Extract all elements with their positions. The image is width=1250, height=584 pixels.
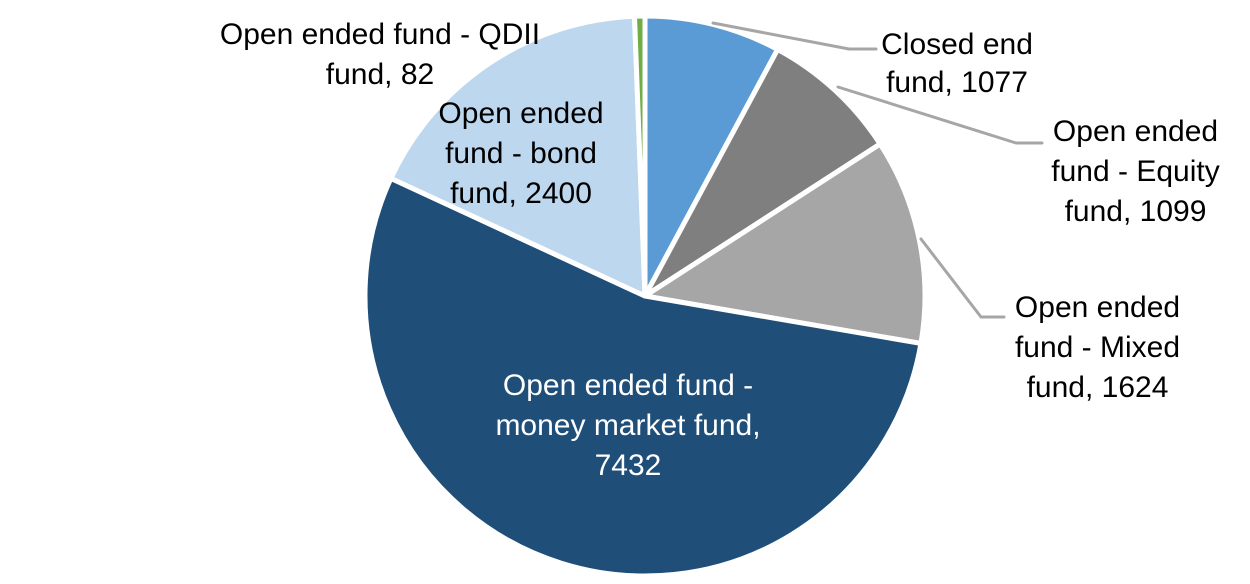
label-line: fund, 2400 — [450, 177, 592, 210]
leader-line-mixed-fund — [919, 237, 1006, 319]
label-line: Open ended fund - — [502, 369, 754, 402]
leader-line-equity-fund — [836, 85, 1044, 145]
pie-slice-open-ended-fund-equity-fund — [642, 46, 883, 299]
data-label-money-market-fund: Open ended fund - money market fund, 743… — [448, 366, 808, 486]
data-label-qdii-fund: Open ended fund - QDII fund, 82 — [180, 15, 580, 95]
pie-slices — [362, 13, 928, 579]
leader-line-closed-end-fund — [711, 21, 878, 51]
label-line: money market fund, — [495, 409, 761, 442]
label-line: fund - bond — [445, 137, 597, 170]
label-line: fund - Mixed — [1014, 331, 1181, 364]
leader-lines — [711, 21, 1044, 319]
pie-slice-open-ended-fund-mixed-fund — [642, 141, 928, 346]
label-line: fund, 82 — [325, 58, 435, 91]
data-label-mixed-fund: Open ended fund - Mixed fund, 1624 — [1000, 288, 1195, 408]
label-line: Open ended — [1014, 291, 1181, 324]
label-line: fund, 1624 — [1026, 371, 1169, 404]
pie-slice-open-ended-fund-money-market-fund — [362, 175, 924, 579]
pie-slice-open-ended-fund-bond-fund — [388, 13, 648, 299]
label-line: fund - Equity — [1051, 155, 1220, 188]
data-label-bond-fund: Open ended fund - bond fund, 2400 — [401, 94, 641, 214]
data-label-equity-fund: Open ended fund - Equity fund, 1099 — [1038, 112, 1233, 232]
label-line: Open ended fund - QDII — [219, 18, 541, 51]
label-line: Closed end — [881, 28, 1033, 61]
data-label-closed-end-fund: Closed end fund, 1077 — [852, 26, 1062, 102]
pie-slice-open-ended-fund-qdii-fund — [631, 13, 648, 299]
label-line: Open ended — [438, 97, 604, 130]
label-line: 7432 — [594, 449, 662, 482]
label-line: Open ended — [1052, 115, 1219, 148]
label-line: fund, 1077 — [886, 66, 1028, 99]
label-line: fund, 1099 — [1064, 195, 1207, 228]
